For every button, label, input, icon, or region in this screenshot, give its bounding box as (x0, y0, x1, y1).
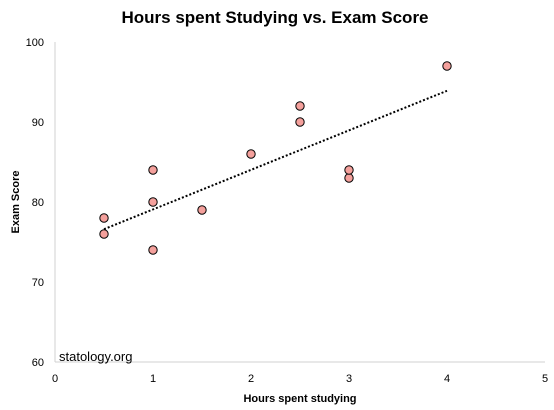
data-point (295, 101, 305, 111)
x-tick-label: 3 (346, 373, 352, 385)
data-point (344, 173, 354, 183)
data-points (99, 61, 452, 255)
y-tick-label: 90 (32, 117, 44, 129)
data-point (246, 149, 256, 159)
x-tick-label: 2 (248, 373, 254, 385)
y-tick-label: 80 (32, 197, 44, 209)
data-point (197, 205, 207, 215)
x-tick-labels: 0 1 2 3 4 5 (52, 373, 548, 385)
data-point (442, 61, 452, 71)
data-point (148, 165, 158, 175)
x-tick-label: 4 (444, 373, 450, 385)
x-tick-label: 0 (52, 373, 58, 385)
data-point (148, 245, 158, 255)
y-tick-label: 70 (32, 277, 44, 289)
y-tick-label: 100 (26, 37, 44, 49)
trendline (103, 89, 448, 231)
x-tick-label: 5 (542, 373, 548, 385)
y-tick-label: 60 (32, 357, 44, 369)
data-point (99, 213, 109, 223)
y-tick-labels: 60 70 80 90 100 (26, 37, 44, 369)
data-point (99, 229, 109, 239)
x-axis-label: Hours spent studying (243, 393, 356, 405)
watermark-text: statology.org (59, 349, 132, 364)
chart-title: Hours spent Studying vs. Exam Score (121, 8, 428, 27)
data-point (148, 197, 158, 207)
axes (54, 42, 545, 363)
data-point (344, 165, 354, 175)
y-axis-label: Exam Score (10, 171, 22, 234)
data-point (295, 117, 305, 127)
x-tick-label: 1 (150, 373, 156, 385)
